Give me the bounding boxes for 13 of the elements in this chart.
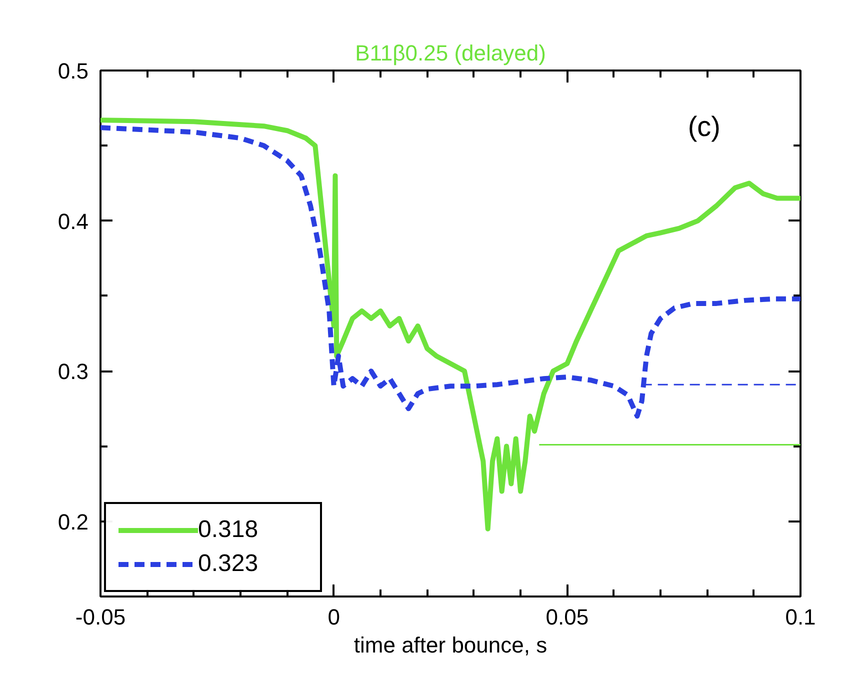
- legend-label: 0.323: [198, 550, 260, 578]
- y-tick-label: 0.2: [58, 509, 89, 534]
- y-tick-label: 0.4: [58, 208, 89, 234]
- annotation: (c): [688, 111, 721, 142]
- x-tick-label: 0: [328, 604, 340, 630]
- chart-title: B11β0.25 (delayed): [355, 40, 546, 66]
- x-tick-label: -0.05: [75, 604, 126, 630]
- x-tick-label: 0.1: [785, 604, 816, 630]
- x-axis-title: time after bounce, s: [354, 632, 548, 658]
- y-tick-label: 0.5: [58, 58, 89, 84]
- x-tick-label: 0.05: [546, 604, 589, 630]
- legend-label: 0.318: [198, 516, 260, 544]
- y-tick-label: 0.3: [58, 359, 89, 384]
